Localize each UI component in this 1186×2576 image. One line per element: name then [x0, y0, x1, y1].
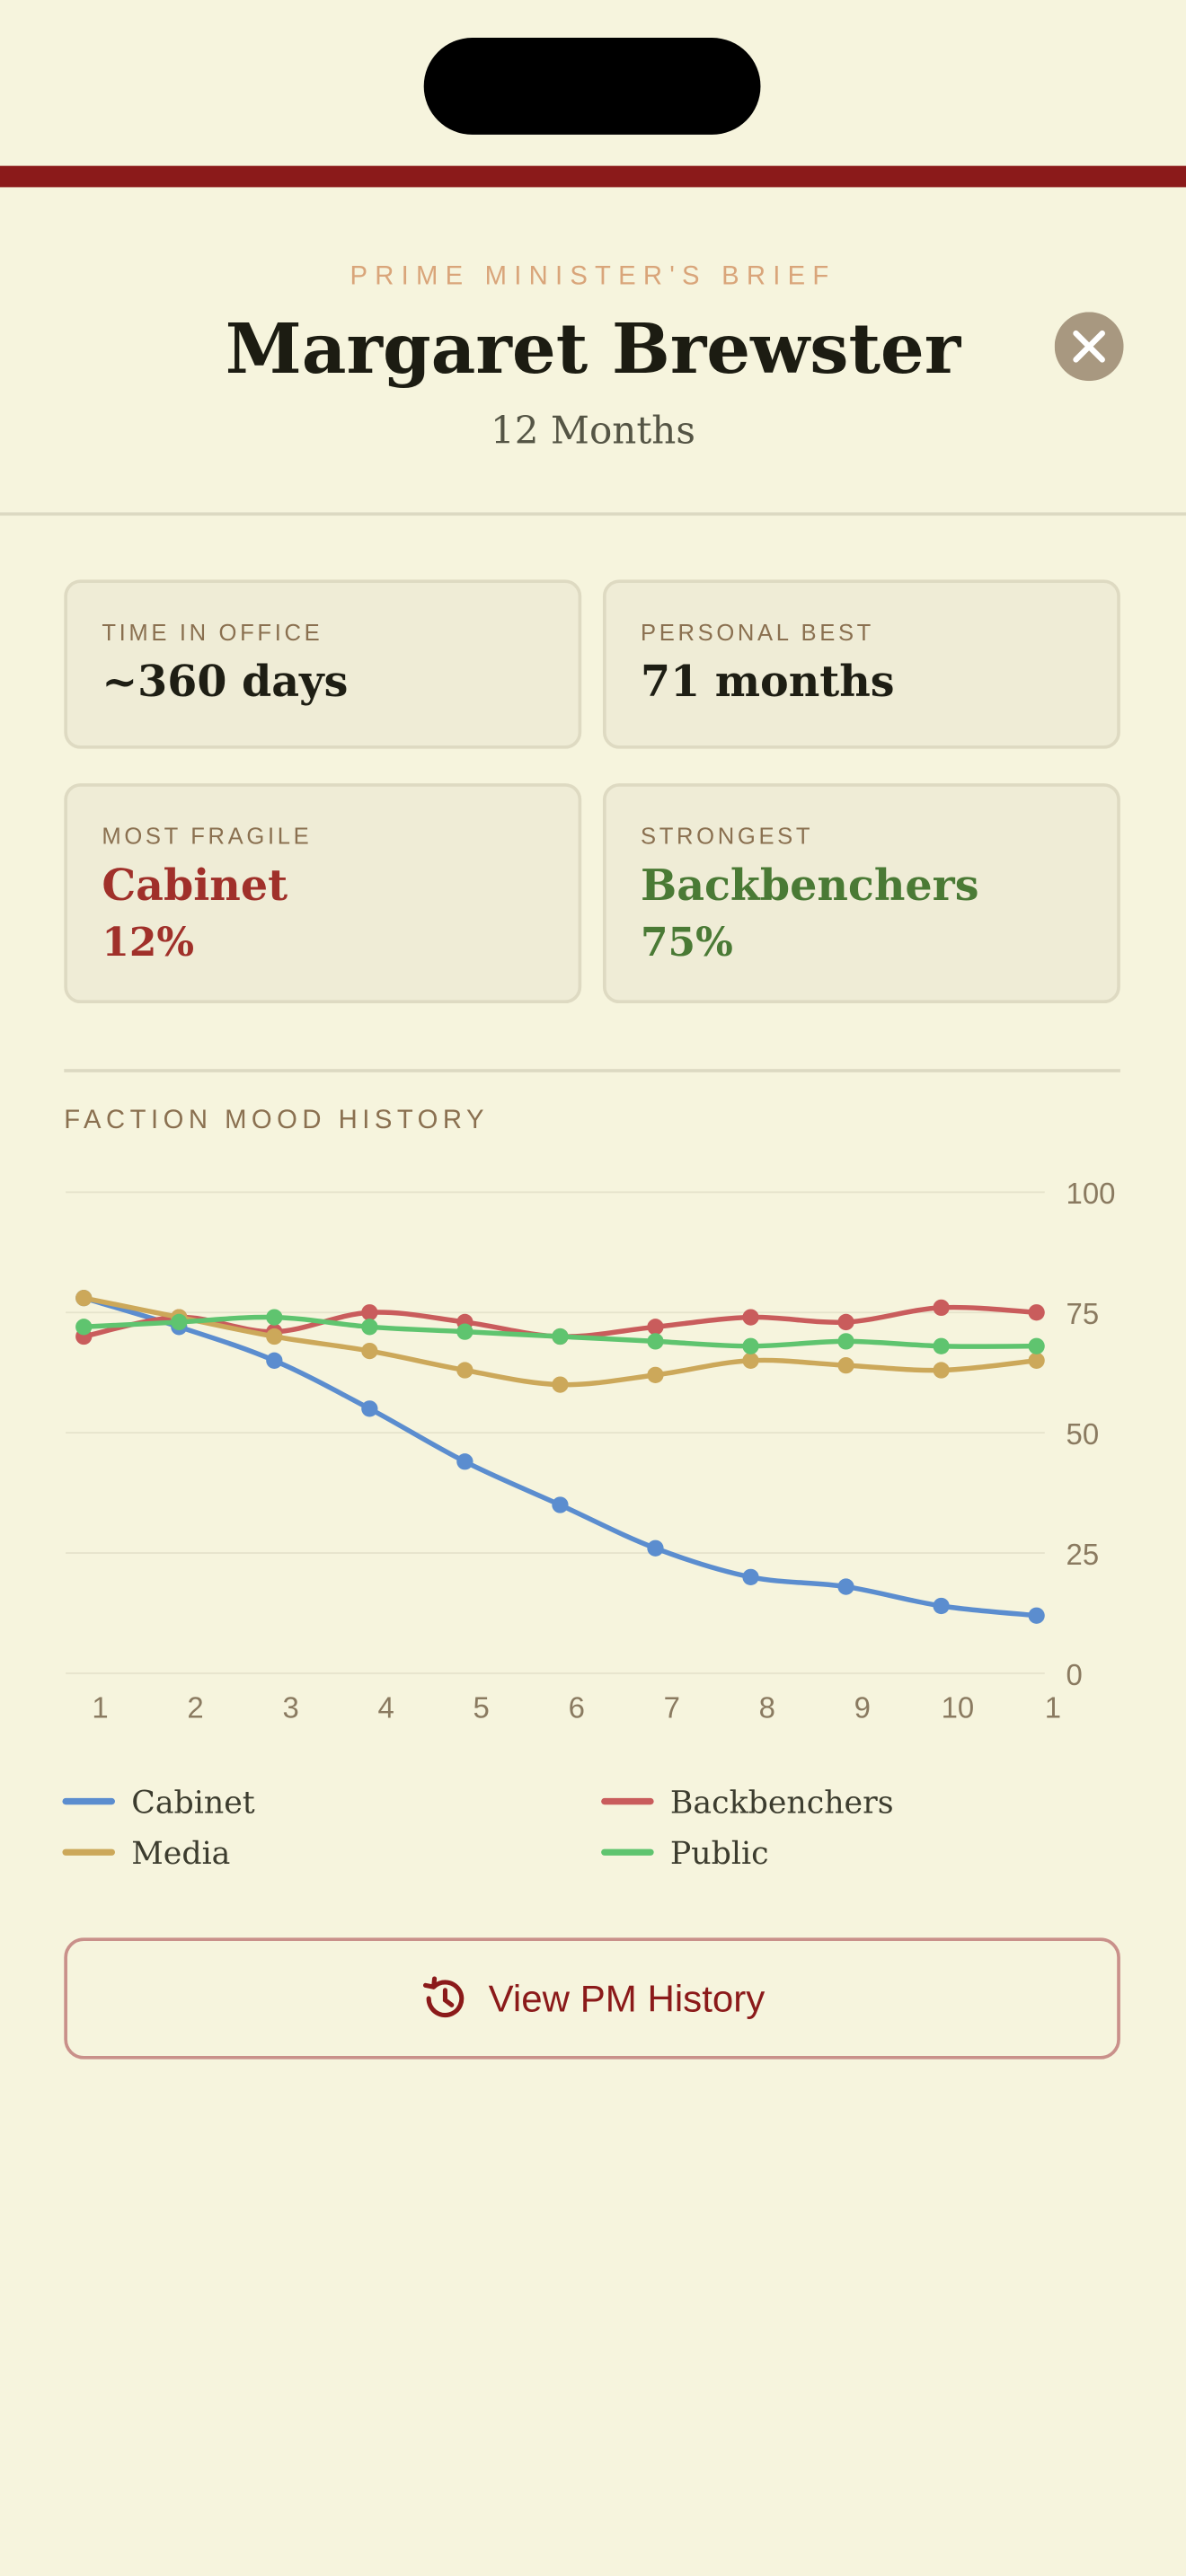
- data-point: [837, 1357, 854, 1374]
- data-point: [742, 1337, 759, 1354]
- stat-value: 71 months: [641, 658, 895, 708]
- close-icon: [1073, 330, 1105, 363]
- stat-label: MOST FRAGILE: [102, 822, 313, 850]
- legend-label: Media: [131, 1836, 230, 1872]
- data-point: [742, 1568, 759, 1585]
- y-tick-label: 100: [1067, 1177, 1116, 1210]
- data-point: [456, 1323, 474, 1340]
- stat-card: PERSONAL BEST 71 months: [602, 579, 1120, 749]
- data-point: [361, 1304, 378, 1321]
- data-point: [933, 1299, 950, 1317]
- legend-label: Backbenchers: [670, 1785, 894, 1821]
- data-point: [361, 1400, 378, 1417]
- data-point: [552, 1496, 569, 1513]
- stat-label: PERSONAL BEST: [641, 619, 874, 646]
- data-point: [647, 1366, 664, 1384]
- eyebrow: PRIME MINISTER'S BRIEF: [350, 262, 836, 291]
- data-point: [552, 1328, 569, 1345]
- stat-card: MOST FRAGILE Cabinet 12%: [64, 783, 582, 1004]
- history-button[interactable]: View PM History: [64, 1937, 1120, 2060]
- stat-card: STRONGEST Backbenchers 75%: [602, 783, 1120, 1004]
- y-tick-label: 0: [1067, 1658, 1083, 1691]
- divider: [64, 1069, 1120, 1072]
- data-point: [1028, 1337, 1045, 1354]
- divider: [0, 512, 1186, 516]
- data-point: [742, 1352, 759, 1369]
- x-tick-label: 9: [854, 1690, 871, 1724]
- chart: 0 25 50 75 100 1 2 3 4 5 6 7 8 9 10 1 Cabinet Backbencher…: [62, 1177, 1116, 1872]
- camera-notch: [423, 38, 761, 135]
- legend-label: Cabinet: [131, 1785, 254, 1821]
- title: Margaret Brewster: [225, 308, 961, 390]
- stat-value: Cabinet: [102, 861, 288, 912]
- data-point: [933, 1362, 950, 1379]
- data-point: [837, 1578, 854, 1595]
- data-point: [552, 1376, 569, 1393]
- x-tick-label: 5: [474, 1690, 490, 1724]
- data-point: [361, 1319, 378, 1336]
- data-point: [266, 1328, 283, 1345]
- data-point: [837, 1333, 854, 1350]
- x-tick-label: 6: [569, 1690, 585, 1724]
- x-tick-label: 2: [187, 1690, 203, 1724]
- data-point: [647, 1333, 664, 1350]
- stat-card: TIME IN OFFICE ~360 days: [64, 579, 582, 749]
- x-tick-label: 4: [377, 1690, 394, 1724]
- x-tick-label: 1: [1045, 1690, 1061, 1724]
- y-tick-label: 50: [1067, 1417, 1100, 1451]
- x-tick-label: 1: [92, 1690, 108, 1724]
- data-point: [75, 1290, 93, 1307]
- history-icon: [423, 1976, 465, 2018]
- stat-value: ~360 days: [102, 658, 349, 708]
- data-point: [1028, 1607, 1045, 1624]
- subtitle: 12 Months: [491, 410, 695, 454]
- data-point: [266, 1309, 283, 1326]
- data-point: [456, 1362, 474, 1379]
- x-tick-label: 7: [664, 1690, 680, 1724]
- data-point: [456, 1453, 474, 1470]
- data-point: [933, 1337, 950, 1354]
- chart-title: FACTION MOOD HISTORY: [64, 1107, 489, 1135]
- data-point: [647, 1539, 664, 1557]
- stat-label: TIME IN OFFICE: [102, 619, 323, 646]
- stat-detail: 12%: [102, 917, 195, 966]
- x-tick-label: 10: [942, 1690, 975, 1724]
- x-tick-label: 3: [282, 1690, 298, 1724]
- legend-label: Public: [670, 1836, 769, 1872]
- stat-value: Backbenchers: [641, 861, 979, 912]
- data-point: [933, 1597, 950, 1615]
- data-point: [1028, 1352, 1045, 1369]
- data-point: [742, 1309, 759, 1326]
- data-point: [361, 1342, 378, 1360]
- stat-label: STRONGEST: [641, 822, 814, 850]
- data-point: [266, 1352, 283, 1369]
- y-tick-label: 25: [1067, 1538, 1100, 1571]
- y-tick-label: 75: [1067, 1297, 1100, 1330]
- data-point: [171, 1313, 188, 1331]
- data-point: [837, 1313, 854, 1331]
- data-point: [75, 1319, 93, 1336]
- x-tick-label: 8: [759, 1690, 775, 1724]
- data-point: [1028, 1304, 1045, 1321]
- button-label: View PM History: [488, 1976, 766, 2019]
- close-button[interactable]: [1054, 312, 1124, 382]
- data-point: [647, 1319, 664, 1336]
- stat-detail: 75%: [641, 917, 733, 966]
- accent-bar: [0, 165, 1186, 188]
